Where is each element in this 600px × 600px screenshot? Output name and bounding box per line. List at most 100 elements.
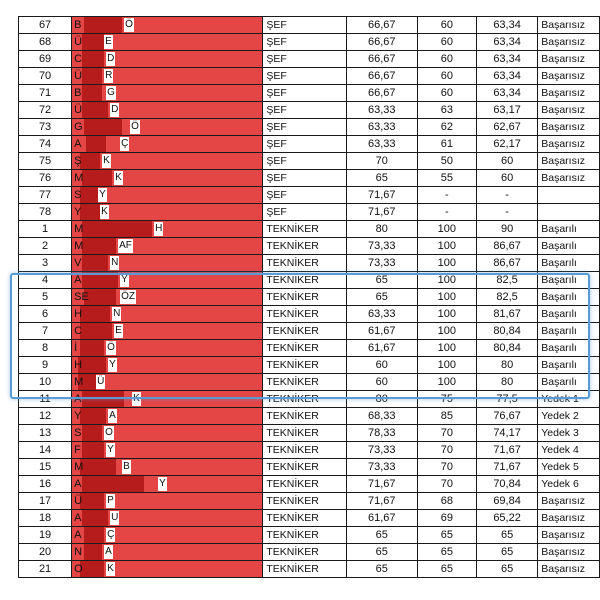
average-cell: 80,84 — [475, 339, 539, 357]
redaction-dark-block — [86, 136, 107, 152]
score-2-cell: 60 — [416, 84, 477, 102]
name-visible-letter: Y — [120, 273, 129, 287]
score-2-cell: 62 — [416, 118, 477, 136]
score-2-cell: 69 — [416, 509, 477, 527]
row-number-cell: 9 — [17, 356, 73, 374]
row-number-cell: 5 — [17, 288, 73, 306]
result-cell: Başarısız — [537, 118, 600, 136]
result-cell: Başarısız — [537, 67, 600, 85]
name-initial: O — [74, 563, 83, 575]
result-cell: Yedek 3 — [537, 424, 600, 442]
redaction-dark-block — [84, 119, 123, 135]
row-number-cell: 4 — [17, 271, 73, 289]
name-visible-letter: AF — [118, 239, 133, 253]
score-1-cell: 65 — [345, 169, 418, 187]
score-2-cell: 60 — [416, 67, 477, 85]
score-2-cell: 65 — [416, 543, 477, 561]
score-1-cell: 73,33 — [345, 237, 418, 255]
table-row: 21 O K TEKNİKER 65 65 65 Başarısız — [17, 560, 600, 578]
score-1-cell: 63,33 — [345, 118, 418, 136]
row-number-cell: 20 — [17, 543, 73, 561]
row-number-cell: 18 — [17, 509, 73, 527]
position-title-cell: TEKNİKER — [262, 441, 347, 459]
result-cell: Başarılı — [537, 271, 600, 289]
position-title-cell: TEKNİKER — [262, 220, 347, 238]
score-1-cell: 66,67 — [345, 84, 418, 102]
redaction-dark-block — [82, 102, 109, 118]
average-cell: 86,67 — [475, 237, 539, 255]
score-2-cell: 100 — [416, 305, 477, 323]
position-title-cell: ŞEF — [262, 50, 347, 68]
result-cell: Yedek 1 — [537, 390, 600, 408]
table-row: 3 V N TEKNİKER 73,33 100 86,67 Başarılı — [17, 254, 600, 272]
score-2-cell: 100 — [416, 220, 477, 238]
name-initial: A — [74, 138, 82, 150]
redaction-dark-block — [80, 306, 111, 322]
table-row: 73 G Ö ŞEF 63,33 62 62,67 Başarısız — [17, 118, 600, 136]
position-title-cell: ŞEF — [262, 118, 347, 136]
name-visible-letter: K — [106, 562, 115, 576]
row-number-cell: 3 — [17, 254, 73, 272]
name-initial: B — [74, 87, 82, 99]
redaction-dark-block — [80, 561, 105, 577]
name-initial: A — [74, 512, 82, 524]
row-number-cell: 10 — [17, 373, 73, 391]
average-cell: 76,67 — [475, 407, 539, 425]
row-number-cell: 74 — [17, 135, 73, 153]
position-title-cell: ŞEF — [262, 135, 347, 153]
name-initial: N — [74, 546, 83, 558]
row-number-cell: 69 — [17, 50, 73, 68]
result-cell: Başarısız — [537, 101, 600, 119]
result-cell: Başarılı — [537, 305, 600, 323]
row-number-cell: 6 — [17, 305, 73, 323]
redaction-dark-block — [82, 34, 105, 50]
name-initial: G — [74, 121, 83, 133]
score-2-cell: 68 — [416, 492, 477, 510]
name-visible-letter: Y — [158, 477, 167, 491]
score-2-cell: 100 — [416, 339, 477, 357]
position-title-cell: ŞEF — [262, 84, 347, 102]
table-row: 68 Ü E ŞEF 66,67 60 63,34 Başarısız — [17, 33, 600, 51]
score-1-cell: 78,33 — [345, 424, 418, 442]
table-row: 11 A K TEKNİKER 80 75 77,5 Yedek 1 — [17, 390, 600, 408]
name-initial: F — [74, 444, 81, 456]
score-1-cell: 70 — [345, 152, 418, 170]
score-1-cell: 65 — [345, 543, 418, 561]
name-visible-letter: B — [122, 460, 131, 474]
row-number-cell: 72 — [17, 101, 73, 119]
result-cell: Başarısız — [537, 16, 600, 34]
redaction-dark-block — [82, 221, 153, 237]
row-number-cell: 21 — [17, 560, 73, 578]
table-row: 1 M H TEKNİKER 80 100 90 Başarılı — [17, 220, 600, 238]
redaction-dark-block — [82, 68, 103, 84]
average-cell: 63,34 — [475, 16, 539, 34]
redaction-dark-block — [82, 255, 109, 271]
row-number-cell: 8 — [17, 339, 73, 357]
score-1-cell: 65 — [345, 526, 418, 544]
redaction-dark-block — [84, 527, 105, 543]
result-cell: Başarılı — [537, 339, 600, 357]
name-visible-letter: K — [132, 392, 141, 406]
average-cell: 80 — [475, 373, 539, 391]
table-row: 15 M B TEKNİKER 73,33 70 71,67 Yedek 5 — [17, 458, 600, 476]
row-number-cell: 16 — [17, 475, 73, 493]
row-number-cell: 17 — [17, 492, 73, 510]
name-visible-letter: N — [110, 256, 120, 270]
score-2-cell: 65 — [416, 526, 477, 544]
